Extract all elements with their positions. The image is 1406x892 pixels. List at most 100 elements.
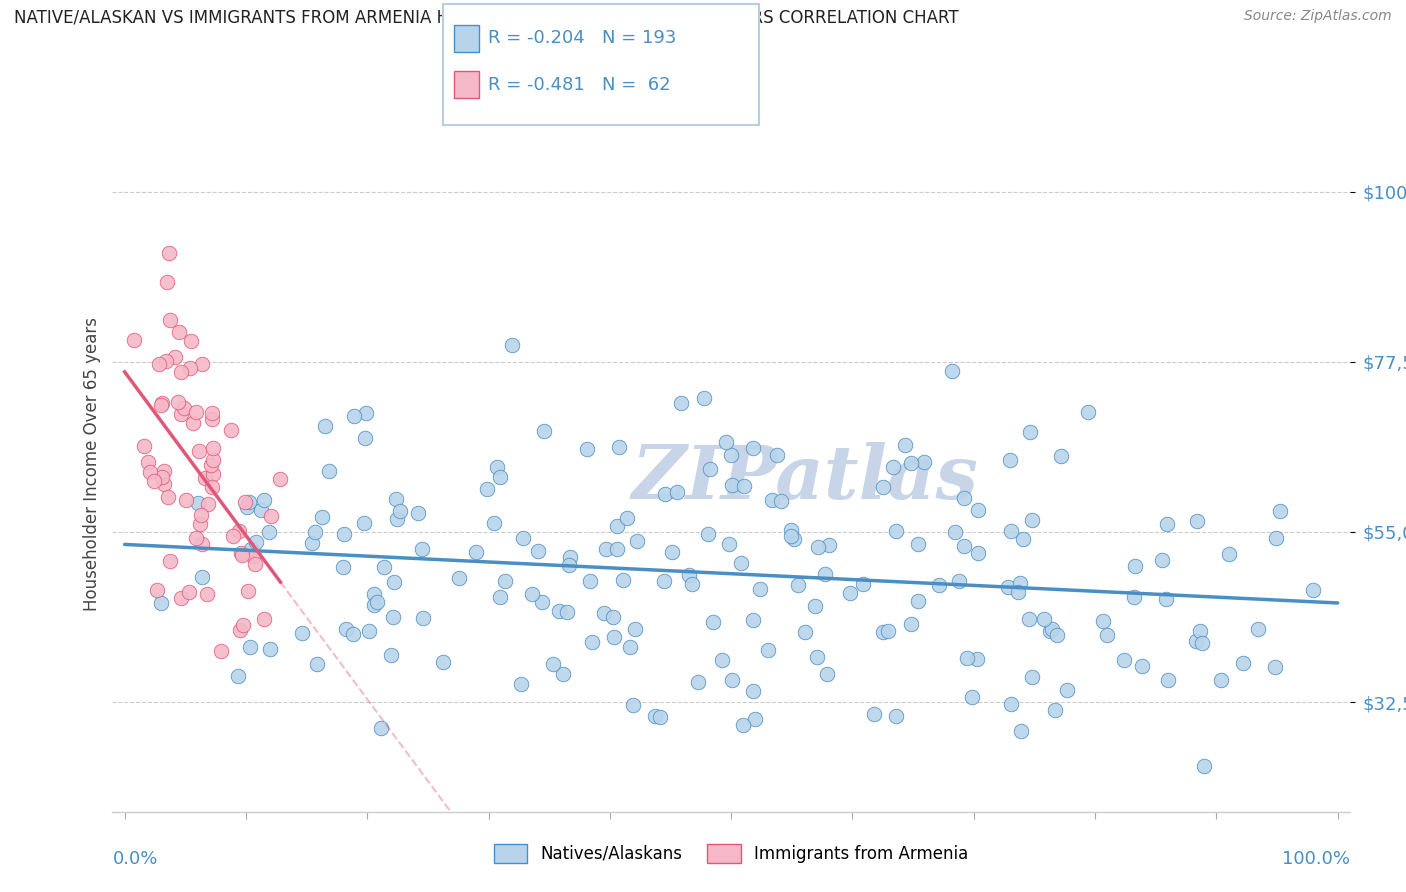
Point xyxy=(238,495,260,509)
Point xyxy=(1130,658,1153,673)
Point xyxy=(231,548,253,562)
Point xyxy=(150,469,173,483)
Point xyxy=(259,642,281,657)
Point xyxy=(411,541,433,556)
Point xyxy=(159,313,181,327)
Point xyxy=(967,503,990,517)
Point xyxy=(187,496,209,510)
Point xyxy=(1268,504,1291,518)
Point xyxy=(956,651,979,665)
Point xyxy=(648,709,671,723)
Point xyxy=(512,531,534,545)
Point xyxy=(953,539,976,553)
Point xyxy=(169,591,191,605)
Point xyxy=(702,615,724,629)
Point xyxy=(201,452,224,467)
Point xyxy=(1188,624,1211,638)
Point xyxy=(621,698,644,713)
Point xyxy=(170,408,193,422)
Point xyxy=(1264,660,1286,674)
Point xyxy=(188,444,211,458)
Point xyxy=(1265,531,1288,545)
Point xyxy=(432,655,454,669)
Point xyxy=(616,511,638,525)
Point xyxy=(464,545,486,559)
Point xyxy=(318,464,340,478)
Point xyxy=(839,586,862,600)
Point xyxy=(654,487,676,501)
Point xyxy=(388,504,411,518)
Text: 0.0%: 0.0% xyxy=(112,850,157,868)
Point xyxy=(742,441,765,455)
Point xyxy=(153,477,176,491)
Point xyxy=(385,491,408,506)
Point xyxy=(527,544,550,558)
Point xyxy=(558,550,581,565)
Point xyxy=(181,416,204,430)
Point xyxy=(412,611,434,625)
Point xyxy=(872,625,894,640)
Point xyxy=(872,480,894,494)
Point xyxy=(342,627,364,641)
Point xyxy=(200,458,222,472)
Point xyxy=(176,492,198,507)
Point xyxy=(148,357,170,371)
Text: R = -0.481   N =  62: R = -0.481 N = 62 xyxy=(488,76,671,94)
Point xyxy=(612,573,634,587)
Point xyxy=(744,712,766,726)
Point xyxy=(606,519,628,533)
Text: Source: ZipAtlas.com: Source: ZipAtlas.com xyxy=(1244,9,1392,23)
Point xyxy=(166,395,188,409)
Point xyxy=(1077,405,1099,419)
Point xyxy=(547,604,569,618)
Point xyxy=(180,334,202,348)
Point xyxy=(886,709,908,723)
Point xyxy=(190,508,212,522)
Point xyxy=(149,596,172,610)
Point xyxy=(607,440,630,454)
Point xyxy=(806,650,828,665)
Point xyxy=(758,643,780,657)
Point xyxy=(520,587,543,601)
Point xyxy=(184,405,207,419)
Point xyxy=(787,578,810,592)
Point xyxy=(730,556,752,570)
Point xyxy=(882,459,904,474)
Point xyxy=(1123,590,1146,604)
Point xyxy=(301,536,323,550)
Point xyxy=(335,622,357,636)
Point xyxy=(1152,553,1174,567)
Point xyxy=(960,690,983,705)
Point xyxy=(332,560,354,574)
Point xyxy=(720,448,742,462)
Point xyxy=(253,612,276,626)
Point xyxy=(530,594,553,608)
Point xyxy=(815,666,838,681)
Point xyxy=(581,635,603,649)
Point xyxy=(509,676,531,690)
Point xyxy=(494,574,516,588)
Point xyxy=(195,587,218,601)
Point xyxy=(332,526,354,541)
Point xyxy=(184,531,207,545)
Point xyxy=(209,644,232,658)
Point xyxy=(1010,723,1032,738)
Point xyxy=(661,545,683,559)
Point xyxy=(1191,636,1213,650)
Point xyxy=(1046,628,1069,642)
Point xyxy=(124,333,146,347)
Point xyxy=(177,584,200,599)
Point xyxy=(382,609,405,624)
Point xyxy=(1018,612,1040,626)
Point xyxy=(681,577,703,591)
Point xyxy=(1209,673,1232,687)
Point xyxy=(742,613,765,627)
Text: R = -0.204   N = 193: R = -0.204 N = 193 xyxy=(488,29,676,47)
Point xyxy=(314,418,336,433)
Point xyxy=(155,354,177,368)
Point xyxy=(699,462,721,476)
Point xyxy=(1091,614,1114,628)
Point xyxy=(501,337,523,351)
Point xyxy=(200,480,222,494)
Point xyxy=(688,675,710,690)
